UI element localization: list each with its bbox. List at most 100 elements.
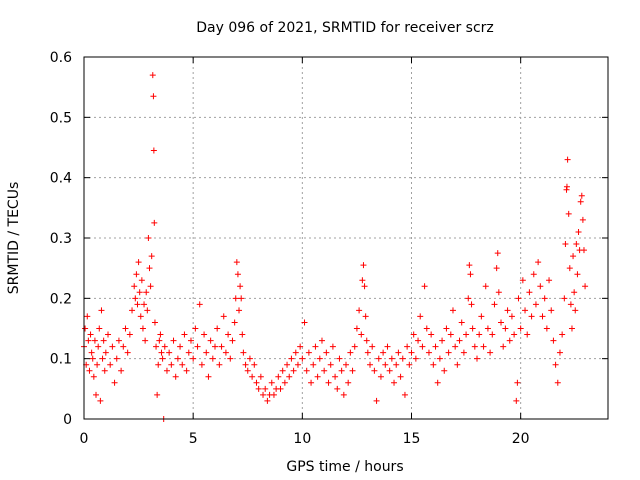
data-point (144, 307, 151, 314)
data-point (410, 331, 417, 338)
data-point (554, 379, 561, 386)
data-point (340, 391, 347, 398)
data-point (395, 349, 402, 356)
data-point (111, 379, 118, 386)
data-point (290, 367, 297, 374)
data-point (253, 379, 260, 386)
data-point (102, 349, 109, 356)
data-point (478, 313, 485, 320)
data-point (154, 391, 161, 398)
data-point (268, 379, 275, 386)
data-point (550, 337, 557, 344)
data-point (345, 379, 352, 386)
y-tick-label: 0.5 (50, 110, 72, 126)
data-point (401, 391, 408, 398)
data-point (181, 331, 188, 338)
data-point (98, 307, 105, 314)
data-point (513, 397, 520, 404)
data-point (201, 331, 208, 338)
x-tick-label: 15 (403, 431, 421, 447)
data-point (138, 277, 145, 284)
data-point (369, 343, 376, 350)
data-point (528, 313, 535, 320)
data-point (89, 355, 96, 362)
data-point (161, 343, 168, 350)
data-point (270, 391, 277, 398)
data-point (297, 343, 304, 350)
data-point (562, 241, 569, 248)
data-point (286, 373, 293, 380)
data-point (255, 385, 262, 392)
data-point (582, 283, 589, 290)
data-point (546, 277, 553, 284)
data-point (314, 373, 321, 380)
data-point (109, 343, 116, 350)
data-point (156, 337, 163, 344)
data-point (373, 397, 380, 404)
data-point (231, 319, 238, 326)
data-point (436, 355, 443, 362)
data-point (423, 325, 430, 332)
data-point (242, 361, 249, 368)
data-point (575, 228, 582, 235)
data-point (498, 319, 505, 326)
data-point (408, 349, 415, 356)
data-point (566, 265, 573, 272)
data-point (466, 262, 473, 269)
data-point (532, 301, 539, 308)
data-point (234, 271, 241, 278)
data-point (124, 349, 131, 356)
data-point (415, 337, 422, 344)
data-point (471, 343, 478, 350)
data-point (445, 349, 452, 356)
y-tick-label: 0.1 (50, 352, 72, 368)
data-point (95, 343, 102, 350)
data-point (460, 349, 467, 356)
data-point (238, 295, 245, 302)
data-point (85, 337, 92, 344)
data-point (564, 156, 571, 163)
data-point (239, 331, 246, 338)
data-point (428, 331, 435, 338)
data-point (246, 355, 253, 362)
data-point (363, 337, 370, 344)
data-point (441, 367, 448, 374)
data-point (541, 295, 548, 302)
data-point (90, 373, 97, 380)
data-point (454, 361, 461, 368)
data-point (467, 271, 474, 278)
y-tick-label: 0.4 (50, 171, 72, 187)
data-point (419, 343, 426, 350)
tick-labels: 0 0.1 0.2 0.3 0.4 0.5 0.6 0 5 10 15 20 (50, 50, 530, 447)
data-point (487, 349, 494, 356)
data-point (329, 343, 336, 350)
data-point (301, 319, 308, 326)
x-axis-label: GPS time / hours (286, 459, 403, 475)
data-point (82, 325, 89, 332)
data-point (495, 289, 502, 296)
data-point (343, 361, 349, 368)
data-point (353, 325, 360, 332)
data-point (227, 355, 234, 362)
data-point (361, 283, 368, 290)
data-point (543, 325, 550, 332)
data-point (537, 283, 544, 290)
x-tick-label: 0 (80, 431, 89, 447)
data-point (100, 337, 107, 344)
data-point (412, 355, 419, 362)
data-point (489, 331, 496, 338)
data-point (151, 219, 158, 226)
data-point (179, 361, 186, 368)
data-point (535, 259, 542, 266)
data-point (397, 373, 404, 380)
data-point (367, 361, 374, 368)
data-point (134, 301, 141, 308)
data-point (393, 361, 400, 368)
data-point (107, 361, 114, 368)
data-point (166, 349, 173, 356)
data-point (491, 301, 498, 308)
data-point (148, 253, 155, 260)
data-point (570, 253, 577, 260)
data-point (203, 349, 210, 356)
y-tick-label: 0.3 (50, 231, 72, 247)
